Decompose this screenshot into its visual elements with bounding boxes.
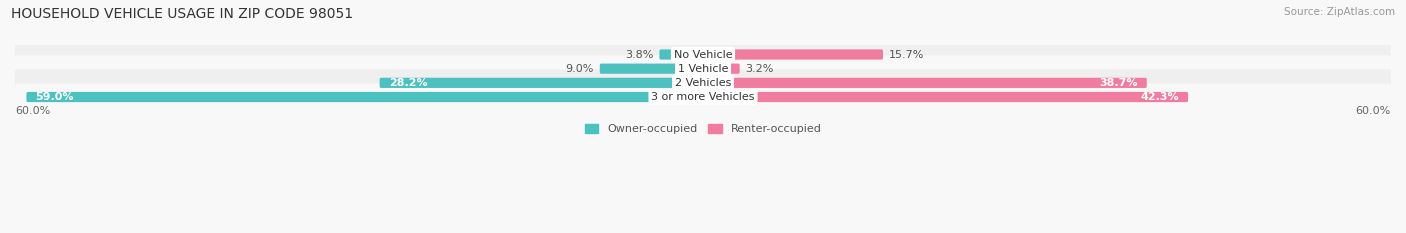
Text: 28.2%: 28.2% — [389, 78, 427, 88]
Text: 3 or more Vehicles: 3 or more Vehicles — [651, 92, 755, 102]
Text: No Vehicle: No Vehicle — [673, 49, 733, 59]
Text: 1 Vehicle: 1 Vehicle — [678, 64, 728, 74]
FancyBboxPatch shape — [27, 92, 703, 102]
FancyBboxPatch shape — [703, 64, 740, 74]
Legend: Owner-occupied, Renter-occupied: Owner-occupied, Renter-occupied — [585, 124, 821, 134]
Text: 15.7%: 15.7% — [889, 49, 924, 59]
Text: 9.0%: 9.0% — [565, 64, 595, 74]
FancyBboxPatch shape — [600, 64, 703, 74]
FancyBboxPatch shape — [703, 92, 1188, 102]
FancyBboxPatch shape — [15, 41, 1391, 68]
FancyBboxPatch shape — [15, 84, 1391, 110]
Text: Source: ZipAtlas.com: Source: ZipAtlas.com — [1284, 7, 1395, 17]
FancyBboxPatch shape — [15, 55, 1391, 82]
FancyBboxPatch shape — [659, 49, 703, 60]
Text: 60.0%: 60.0% — [15, 106, 51, 116]
Text: 42.3%: 42.3% — [1140, 92, 1178, 102]
Text: 3.2%: 3.2% — [745, 64, 773, 74]
Text: 60.0%: 60.0% — [1355, 106, 1391, 116]
Text: HOUSEHOLD VEHICLE USAGE IN ZIP CODE 98051: HOUSEHOLD VEHICLE USAGE IN ZIP CODE 9805… — [11, 7, 353, 21]
Text: 2 Vehicles: 2 Vehicles — [675, 78, 731, 88]
Text: 38.7%: 38.7% — [1099, 78, 1137, 88]
FancyBboxPatch shape — [15, 69, 1391, 96]
FancyBboxPatch shape — [703, 49, 883, 60]
FancyBboxPatch shape — [380, 78, 703, 88]
Text: 3.8%: 3.8% — [626, 49, 654, 59]
Text: 59.0%: 59.0% — [35, 92, 75, 102]
FancyBboxPatch shape — [703, 78, 1147, 88]
